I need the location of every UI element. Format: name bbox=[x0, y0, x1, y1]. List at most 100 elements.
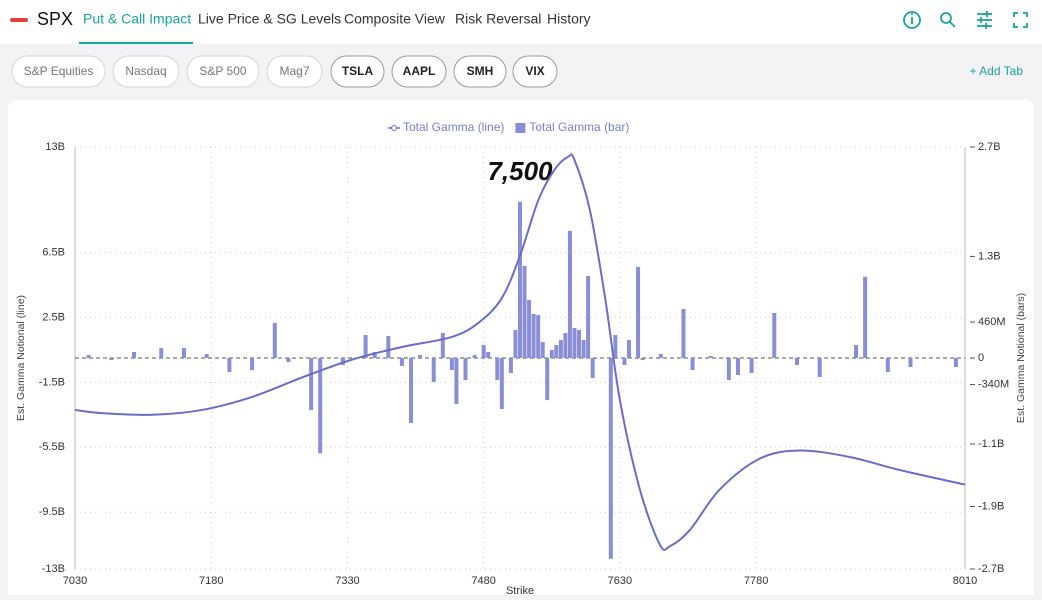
x-tick-label: 7780 bbox=[744, 575, 768, 587]
bar bbox=[554, 345, 559, 358]
add-tab[interactable]: + Add Tab bbox=[970, 64, 1024, 78]
chip[interactable]: VIX bbox=[512, 55, 558, 88]
bar bbox=[749, 358, 754, 374]
tab[interactable]: Live Price & SG Levels bbox=[198, 11, 341, 27]
y2-tick-label: 460M bbox=[978, 316, 1006, 328]
y2-tick-label: -1.1B bbox=[978, 438, 1004, 450]
bar bbox=[590, 358, 595, 379]
bar bbox=[572, 327, 577, 358]
chip-label: Mag7 bbox=[279, 64, 309, 78]
bar bbox=[735, 358, 740, 376]
bar bbox=[726, 358, 731, 381]
y2-tick-label: 2.7B bbox=[978, 141, 1001, 153]
bar bbox=[318, 358, 323, 454]
x-tick-label: 7030 bbox=[63, 575, 87, 587]
y2-tick-label: 0 bbox=[978, 352, 984, 364]
bar bbox=[540, 341, 545, 358]
y-tick-label: -9.5B bbox=[39, 506, 65, 518]
y2-tick-label: -2.7B bbox=[978, 563, 1004, 575]
bar bbox=[518, 201, 522, 358]
active-tab-underline bbox=[79, 42, 193, 44]
bar bbox=[132, 351, 137, 358]
bar bbox=[472, 355, 477, 358]
chip[interactable]: S&P Equities bbox=[11, 55, 106, 88]
x-tick-label: 7630 bbox=[608, 575, 632, 587]
bar bbox=[545, 358, 550, 401]
tab[interactable]: Composite View bbox=[344, 11, 446, 27]
bar bbox=[794, 358, 799, 366]
chip[interactable]: Mag7 bbox=[266, 55, 323, 88]
search-icon[interactable] bbox=[940, 12, 956, 28]
bar bbox=[109, 358, 114, 361]
bar bbox=[409, 358, 414, 424]
bar bbox=[549, 350, 554, 358]
info-icon[interactable] bbox=[903, 11, 921, 29]
chip-label: S&P 500 bbox=[199, 64, 246, 78]
annotation: 7,500 bbox=[487, 156, 553, 186]
chip[interactable]: S&P 500 bbox=[186, 55, 260, 88]
bar bbox=[613, 335, 618, 358]
chip[interactable]: Nasdaq bbox=[112, 55, 180, 88]
x-tick-label: 7480 bbox=[471, 575, 495, 587]
x-axis-label: Strike bbox=[506, 585, 534, 595]
bar bbox=[449, 358, 454, 371]
y-axis-label: Est. Gamma Notional (line) bbox=[15, 295, 27, 421]
bar bbox=[309, 358, 314, 411]
bar bbox=[622, 358, 627, 366]
chip-label: AAPL bbox=[403, 64, 436, 78]
bar bbox=[658, 354, 663, 358]
legend-swatch bbox=[391, 125, 397, 131]
tab[interactable]: History bbox=[547, 11, 591, 27]
bar bbox=[513, 330, 518, 358]
tab[interactable]: Risk Reversal bbox=[455, 11, 541, 27]
bar bbox=[159, 347, 164, 358]
bar bbox=[772, 312, 777, 358]
chip-label: VIX bbox=[525, 64, 544, 78]
settings-icon[interactable] bbox=[977, 11, 992, 29]
fullscreen-icon[interactable] bbox=[1013, 12, 1028, 28]
y2-axis-label: Est. Gamma Notional (bars) bbox=[1015, 293, 1027, 423]
bar bbox=[481, 345, 486, 358]
bar bbox=[181, 347, 186, 358]
bar bbox=[608, 358, 613, 559]
y2-tick-label: 1.3B bbox=[978, 250, 1001, 262]
bar bbox=[486, 351, 491, 358]
bar bbox=[527, 300, 532, 358]
bar bbox=[204, 354, 209, 358]
bar bbox=[250, 358, 255, 371]
bar bbox=[567, 230, 572, 358]
y2-tick-label: -340M bbox=[978, 378, 1009, 390]
bar bbox=[626, 340, 631, 358]
y-tick-label: 6.5B bbox=[42, 246, 65, 258]
bar bbox=[363, 335, 368, 358]
bar bbox=[418, 355, 423, 358]
bar bbox=[577, 330, 582, 358]
chip-label: TSLA bbox=[342, 64, 374, 78]
bar bbox=[440, 332, 445, 358]
x-tick-label: 7330 bbox=[335, 575, 359, 587]
bar bbox=[399, 358, 404, 366]
bar bbox=[863, 276, 868, 358]
symbol[interactable]: SPX bbox=[37, 9, 73, 29]
chip[interactable]: TSLA bbox=[330, 55, 385, 88]
bar bbox=[508, 358, 513, 374]
y-tick-label: -5.5B bbox=[39, 441, 65, 453]
chip-label: S&P Equities bbox=[24, 64, 94, 78]
bar bbox=[581, 340, 586, 358]
tab[interactable]: Put & Call Impact bbox=[83, 11, 191, 27]
x-tick-label: 7180 bbox=[199, 575, 223, 587]
y-tick-label: 13B bbox=[45, 141, 65, 153]
bar bbox=[531, 314, 536, 358]
chip[interactable]: AAPL bbox=[391, 55, 447, 88]
top-bar bbox=[0, 0, 1042, 44]
legend-label: Total Gamma (line) bbox=[403, 120, 504, 134]
line bbox=[74, 153, 966, 551]
chip[interactable]: SMH bbox=[453, 55, 507, 88]
logo bbox=[10, 18, 28, 22]
bar bbox=[817, 358, 822, 377]
bar bbox=[586, 275, 591, 358]
bar bbox=[386, 335, 391, 358]
bar bbox=[640, 358, 645, 361]
bar bbox=[690, 358, 695, 371]
y-tick-label: -13B bbox=[42, 563, 65, 575]
